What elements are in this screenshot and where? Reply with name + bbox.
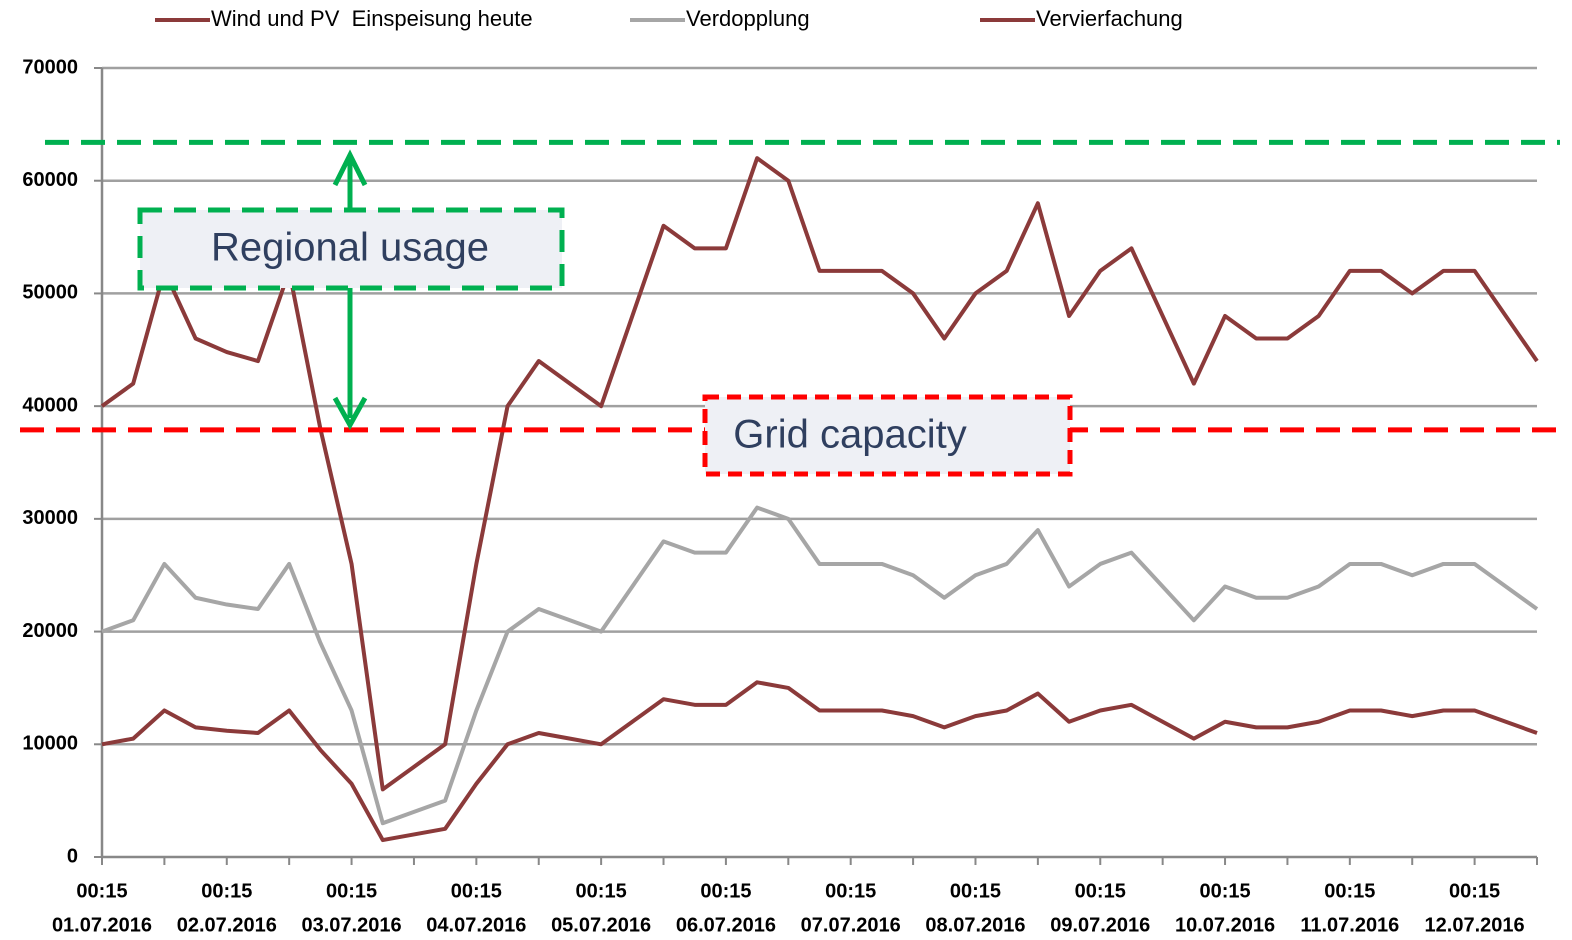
x-tick-label: 05.07.2016 (551, 914, 651, 936)
y-tick-label: 40000 (22, 394, 78, 416)
x-tick-label: 07.07.2016 (801, 914, 901, 936)
y-tick-label: 50000 (22, 282, 78, 304)
x-tick-label: 00:15 (76, 880, 127, 902)
arrow (332, 149, 368, 431)
x-tick-label: 00:15 (201, 880, 252, 902)
x-tick-label: 03.07.2016 (302, 914, 402, 936)
y-tick-label: 60000 (22, 169, 78, 191)
x-tick-label: 04.07.2016 (426, 914, 526, 936)
y-tick-label: 70000 (22, 56, 78, 78)
legend-label: Verdopplung (686, 6, 810, 31)
x-tick-label: 00:15 (700, 880, 751, 902)
x-tick-label: 06.07.2016 (676, 914, 776, 936)
series-line (100, 156, 1539, 792)
x-tick-label: 00:15 (451, 880, 502, 902)
y-tick-label: 30000 (22, 507, 78, 529)
x-tick-label: 01.07.2016 (52, 914, 152, 936)
series-line (101, 680, 1538, 843)
annotation: Regional usage (211, 226, 489, 270)
plot: 0 10000 20000 30000 40000 50000 60000 70000 00:1… (20, 56, 1560, 936)
x-tick-label: 10.07.2016 (1175, 914, 1275, 936)
x-tick-label: 12.07.2016 (1425, 914, 1525, 936)
annotation: Grid capacity (733, 413, 966, 457)
legend-label: Vervierfachung (1036, 6, 1183, 31)
x-tick-label: 09.07.2016 (1050, 914, 1150, 936)
annotation-box (137, 207, 565, 291)
x-tick-label: 00:15 (1449, 880, 1500, 902)
x-tick-label: 08.07.2016 (925, 914, 1025, 936)
x-tick-label: 02.07.2016 (177, 914, 277, 936)
legend-label: Wind und PV Einspeisung heute (211, 6, 533, 31)
arrow-head (332, 149, 368, 187)
x-tick-label: 00:15 (1324, 880, 1375, 902)
x-tick-label: 00:15 (1199, 880, 1250, 902)
x-tick-label: 00:15 (950, 880, 1001, 902)
x-tick-label: 00:15 (1075, 880, 1126, 902)
x-tick-label: 11.07.2016 (1300, 914, 1399, 936)
y-tick-label: 10000 (22, 733, 78, 755)
x-tick-label: 00:15 (326, 880, 377, 902)
arrow-head (332, 396, 368, 431)
x-tick-label: 00:15 (576, 880, 627, 902)
y-tick-label: 20000 (22, 620, 78, 642)
x-tick-label: 00:15 (825, 880, 876, 902)
annotation-box (702, 394, 1073, 477)
y-tick-label: 0 (67, 845, 78, 867)
series-line (101, 505, 1539, 826)
